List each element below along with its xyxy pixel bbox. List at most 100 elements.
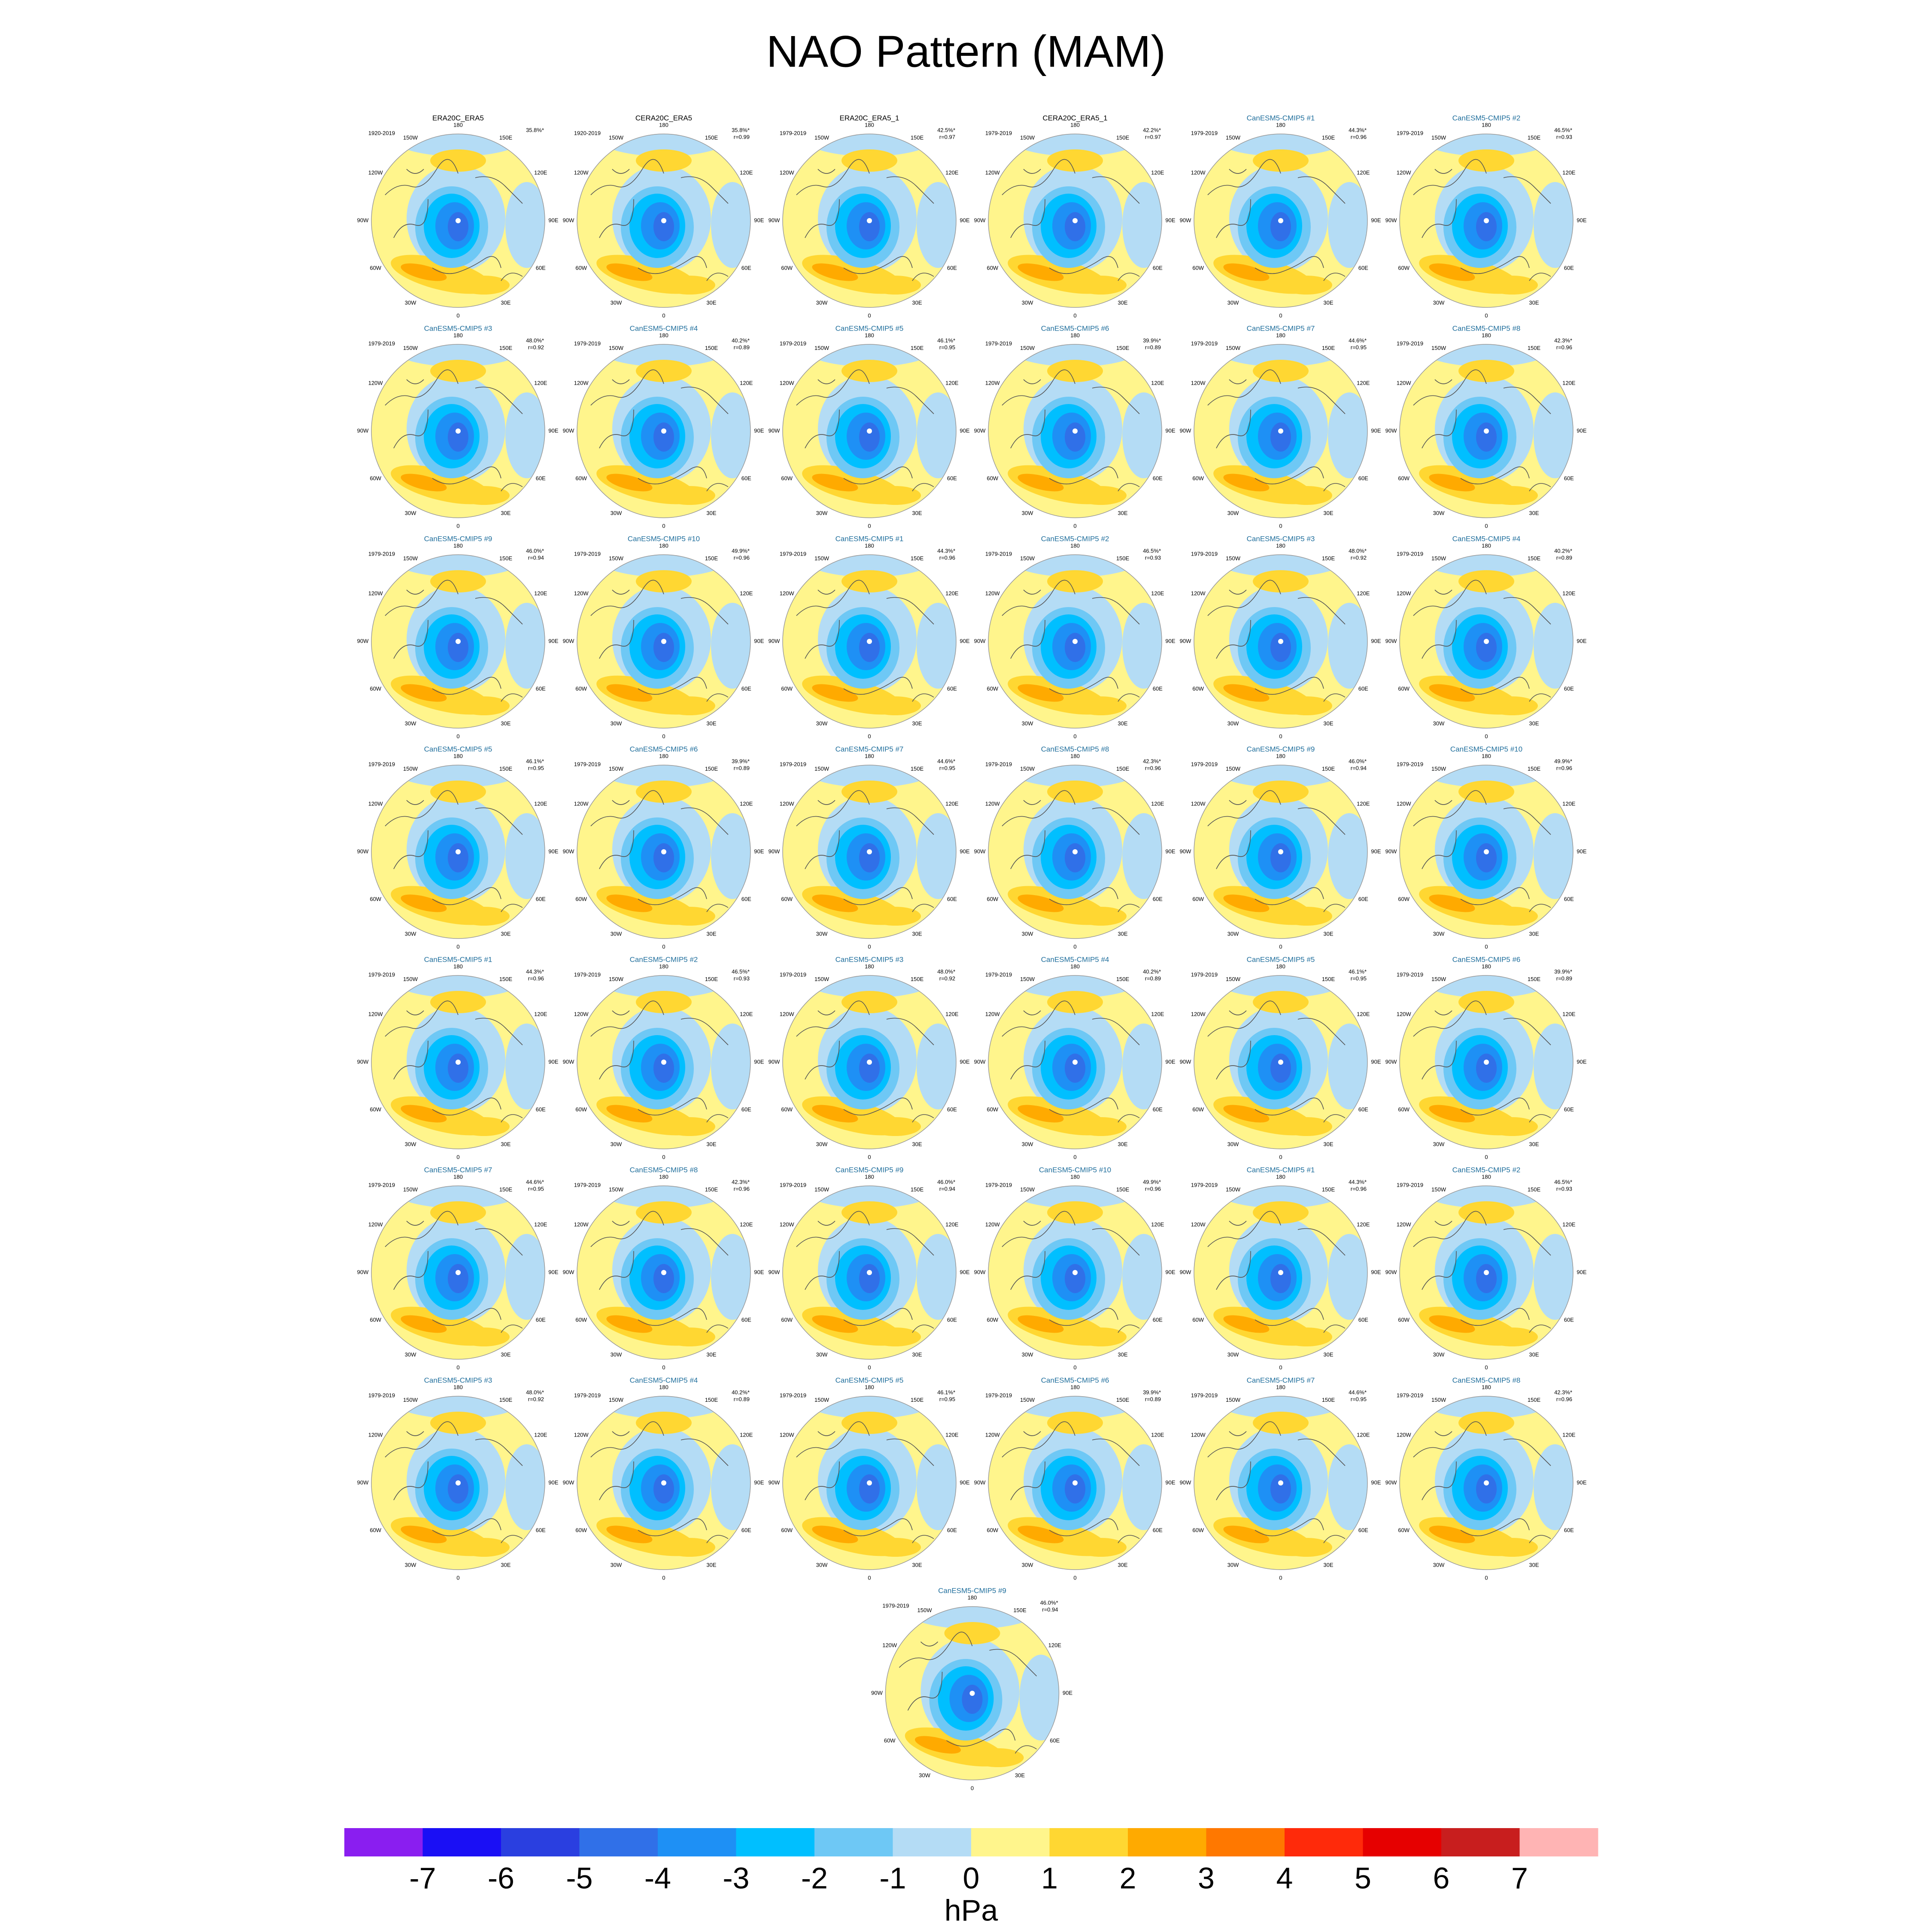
longitude-label: 180 [659,753,668,759]
map-panel: ERA20C_ERA5 1920-2019 35.8%* 180 150W 150E 120… [357,114,559,319]
correlation: r=0.92 [528,344,544,350]
map [985,543,1165,732]
longitude-label: 60E [741,1106,751,1112]
longitude-label: 60E [536,1316,546,1323]
longitude-label: 90E [548,1479,558,1485]
longitude-label: 90W [1385,638,1397,644]
longitude-label: 150E [1528,976,1541,982]
explained-variance: 42.3%* [1554,1389,1572,1395]
longitude-label: 0 [662,522,665,529]
longitude-label: 90E [1371,1058,1381,1065]
longitude-label: 30W [1022,300,1033,306]
longitude-label: 0 [1485,1364,1488,1370]
correlation: r=0.93 [1556,1185,1572,1192]
colorbar-tick-label: -1 [879,1861,906,1895]
map [882,1595,1063,1783]
longitude-label: 150E [1116,1397,1130,1403]
correlation: r=0.95 [939,1396,955,1402]
longitude-label: 150E [1528,134,1541,141]
longitude-label: 120W [574,1011,589,1017]
longitude-label: 30W [1227,300,1239,306]
longitude-label: 150E [705,1397,718,1403]
longitude-label: 60W [987,1316,998,1323]
correlation: r=0.89 [734,1396,750,1402]
longitude-label: 150W [1226,134,1241,141]
longitude-label: 120E [1151,1221,1164,1227]
longitude-label: 150W [403,1186,418,1193]
longitude-label: 0 [1279,522,1282,529]
longitude-label: 120E [1357,169,1370,176]
longitude-label: 120W [1397,380,1412,386]
colorbar-tick-label: 7 [1511,1861,1528,1895]
period: 1979-2019 [882,1602,909,1609]
longitude-label: 60W [575,1106,587,1112]
longitude-label: 120W [1397,590,1412,596]
map [1191,1174,1371,1363]
longitude-label: 150W [1226,555,1241,562]
correlation: r=0.89 [1556,554,1572,561]
longitude-label: 150E [1116,766,1130,772]
longitude-label: 30W [405,931,416,937]
longitude-label: 150E [911,976,924,982]
map [574,1174,754,1363]
explained-variance: 40.2%* [1143,968,1161,975]
explained-variance: 48.0%* [1349,547,1367,554]
longitude-label: 30E [501,1562,510,1568]
color-box [893,1828,972,1856]
longitude-label: 90E [1577,1269,1586,1275]
longitude-label: 60E [947,1316,957,1323]
period: 1979-2019 [985,340,1012,346]
panel-title: CanESM5-CMIP5 #10 [1450,745,1522,753]
longitude-label: 30E [912,720,922,727]
map-panel: CanESM5-CMIP5 #2 1979-2019 46.5%*r=0.93 180… [1385,114,1587,319]
period: 1979-2019 [574,1182,601,1188]
map-panel: CanESM5-CMIP5 #5 1979-2019 46.1%*r=0.95 180… [769,324,970,529]
longitude-label: 120E [1151,1431,1164,1438]
longitude-label: 180 [1482,1384,1491,1390]
explained-variance: 44.6%* [1349,1389,1367,1395]
correlation: r=0.95 [939,765,955,771]
longitude-label: 90W [357,1479,369,1485]
longitude-label: 30E [706,720,716,727]
period: 1979-2019 [574,1392,601,1398]
panel-title: CanESM5-CMIP5 #1 [424,955,492,963]
map [985,1174,1165,1363]
longitude-label: 120W [368,169,383,176]
longitude-label: 90W [974,848,986,854]
longitude-label: 150E [911,766,924,772]
period: 1979-2019 [368,761,395,767]
color-box [658,1828,736,1856]
longitude-label: 180 [1482,542,1491,549]
longitude-label: 120W [368,590,383,596]
explained-variance: 48.0%* [526,337,544,343]
map-panel: CanESM5-CMIP5 #7 1979-2019 44.6%*r=0.95 180… [1180,1376,1381,1581]
longitude-label: 30E [1529,720,1539,727]
longitude-label: 90W [563,1479,574,1485]
longitude-label: 90E [548,848,558,854]
longitude-label: 60E [947,896,957,902]
explained-variance: 49.9%* [1554,758,1572,764]
longitude-label: 120E [534,380,547,386]
longitude-label: 180 [1482,332,1491,338]
longitude-label: 60W [1192,1316,1204,1323]
panel-title: CanESM5-CMIP5 #8 [1452,1376,1521,1384]
panel-title: CanESM5-CMIP5 #7 [1247,324,1315,332]
longitude-label: 150W [1226,1397,1241,1403]
longitude-label: 90W [769,1058,780,1065]
longitude-label: 150W [1020,976,1035,982]
explained-variance: 49.9%* [1143,1179,1161,1185]
longitude-label: 60E [741,475,751,481]
longitude-label: 30E [912,300,922,306]
colorbar-tick-label: -6 [488,1861,514,1895]
map-panel: CanESM5-CMIP5 #3 1979-2019 48.0%*r=0.92 180… [769,955,970,1160]
longitude-label: 0 [868,1154,871,1160]
longitude-label: 150W [814,345,829,351]
longitude-label: 120W [985,380,1000,386]
color-box [736,1828,815,1856]
map-panel: CanESM5-CMIP5 #8 1979-2019 42.3%*r=0.96 180… [1385,324,1587,529]
longitude-label: 150W [1431,555,1446,562]
longitude-label: 30W [405,300,416,306]
longitude-label: 120E [534,169,547,176]
longitude-label: 30E [1323,931,1333,937]
